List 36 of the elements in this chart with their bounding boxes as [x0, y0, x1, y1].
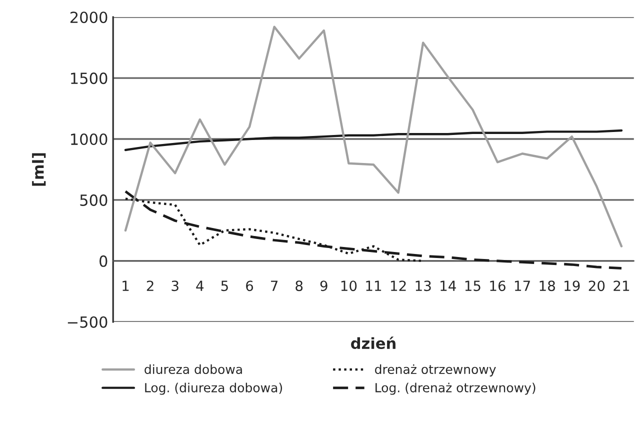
x-tick-label: 4	[196, 280, 204, 291]
x-tick-label: 8	[296, 280, 303, 292]
x-tick-label: 16	[490, 280, 506, 292]
y-tick-label: −500	[68, 316, 108, 328]
legend-label: Log. (diureza dobowa)	[145, 382, 282, 395]
x-tick-label: 13	[416, 280, 431, 292]
line-series	[124, 26, 623, 248]
y-axis-title: [ml]	[32, 153, 46, 186]
x-tick-label: 1	[122, 280, 129, 291]
legend-label: Log. (drenaż otrzewnowy)	[376, 382, 536, 395]
x-tick-label: 18	[540, 280, 555, 292]
x-tick-label: 6	[246, 280, 254, 292]
legend-label: drenaż otrzewnowy	[375, 364, 496, 376]
y-tick-label: 1000	[71, 133, 108, 146]
line-series	[124, 129, 623, 152]
x-tick-label: 19	[564, 280, 580, 292]
x-tick-label: 11	[366, 280, 382, 291]
x-tick-label: 12	[390, 280, 406, 291]
x-tick-label: 3	[172, 280, 178, 292]
x-tick-label: 14	[440, 280, 456, 291]
x-tick-label: 20	[588, 280, 605, 292]
x-tick-label: 2	[146, 280, 154, 291]
x-tick-label: 17	[514, 280, 530, 291]
y-tick-label: 0	[100, 255, 108, 267]
x-tick-label: 7	[271, 280, 278, 291]
y-tick-label: 500	[80, 194, 108, 206]
y-tick-label: 2000	[70, 12, 108, 24]
x-axis-title: dzień	[351, 336, 396, 350]
x-tick-label: 21	[614, 280, 630, 291]
y-tick-label: 1500	[71, 72, 108, 84]
x-tick-label: 9	[320, 280, 328, 292]
line-series	[124, 190, 623, 270]
x-tick-label: 5	[221, 280, 228, 292]
x-tick-label: 10	[341, 280, 357, 292]
x-tick-label: 15	[465, 280, 480, 292]
legend-label: diureza dobowa	[144, 364, 242, 374]
